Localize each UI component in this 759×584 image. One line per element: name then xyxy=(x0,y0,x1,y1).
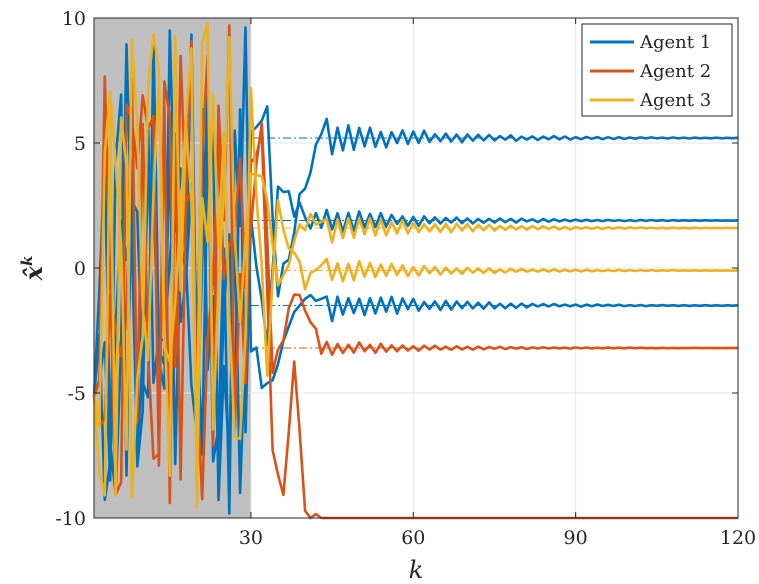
legend-label-agent-2: Agent 2 xyxy=(639,61,711,82)
series-lines xyxy=(92,21,739,520)
axis-ticks: 30 60 90 120 -10 -5 0 5 10 xyxy=(55,8,756,549)
y-tick-label: 0 xyxy=(74,258,86,280)
y-tick-label: -5 xyxy=(67,383,86,405)
y-axis-label: x̂k xyxy=(18,256,48,282)
series-line-agent-1-component-1 xyxy=(92,93,739,502)
y-tick-label: 10 xyxy=(62,8,86,30)
y-tick-label: -10 xyxy=(55,508,86,530)
x-tick-label: 120 xyxy=(720,527,756,549)
y-axis-label-main: x̂ xyxy=(19,265,48,281)
x-tick-label: 30 xyxy=(239,527,263,549)
series-line-agent-3-component-2 xyxy=(92,38,739,509)
x-tick-label: 60 xyxy=(401,527,425,549)
x-tick-label: 90 xyxy=(564,527,588,549)
series-line-agent-2-component-1 xyxy=(92,54,739,501)
legend: Agent 1 Agent 2 Agent 3 xyxy=(581,23,733,117)
legend-label-agent-1: Agent 1 xyxy=(639,32,711,53)
x-axis-label: k xyxy=(409,556,424,584)
svg-text:x̂k: x̂k xyxy=(18,256,48,282)
y-tick-label: 5 xyxy=(74,133,86,155)
y-axis-label-sup: k xyxy=(18,256,36,266)
legend-label-agent-3: Agent 3 xyxy=(639,90,711,111)
series-line-agent-3-component-1 xyxy=(92,21,739,499)
